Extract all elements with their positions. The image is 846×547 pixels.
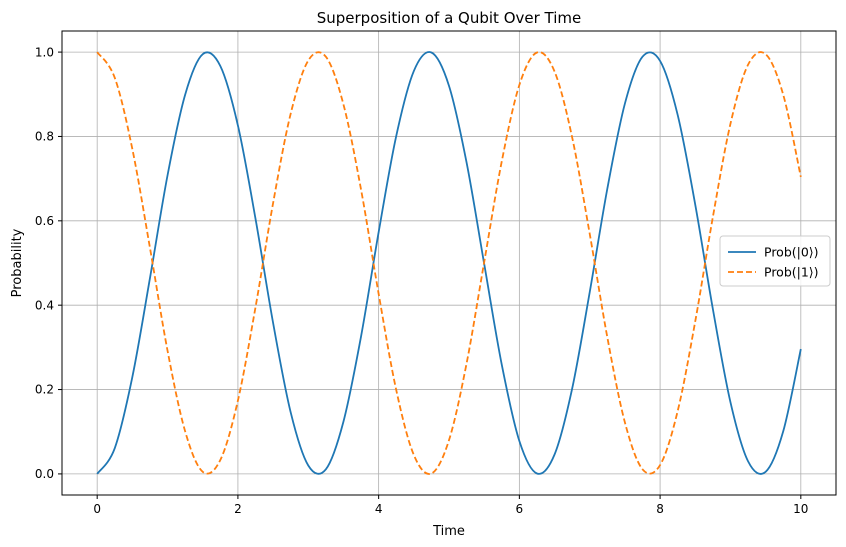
legend-label-prob-1: Prob(|1⟩) (764, 265, 819, 280)
legend: Prob(|0⟩) Prob(|1⟩) (719, 235, 831, 287)
y-axis-title: Probability (10, 228, 25, 297)
x-tick-label: 2 (234, 502, 242, 516)
y-tick-label: 0.4 (35, 298, 54, 312)
y-tick-label: 0.6 (35, 214, 54, 228)
series-line-prob-0 (96, 51, 802, 475)
axis-ticks: 0 2 4 6 8 10 0.0 0.2 0.4 0.6 0.8 1.0 (35, 45, 809, 516)
y-tick-label: 0.8 (35, 130, 54, 144)
x-tick-label: 4 (375, 502, 383, 516)
y-tick-label: 0.2 (35, 383, 54, 397)
x-tick-label: 6 (516, 502, 524, 516)
x-axis-title: Time (432, 524, 465, 539)
axes-frame (61, 30, 837, 496)
x-tick-label: 10 (793, 502, 808, 516)
legend-label-prob-0: Prob(|0⟩) (764, 245, 819, 260)
legend-box (719, 235, 831, 287)
y-tick-label: 0.0 (35, 467, 54, 481)
chart-title: Superposition of a Qubit Over Time (317, 9, 582, 27)
x-tick-label: 8 (656, 502, 664, 516)
series-line-prob-1 (96, 51, 802, 475)
y-tick-label: 1.0 (35, 45, 54, 59)
x-tick-label: 0 (93, 502, 101, 516)
plot-area (96, 51, 802, 475)
